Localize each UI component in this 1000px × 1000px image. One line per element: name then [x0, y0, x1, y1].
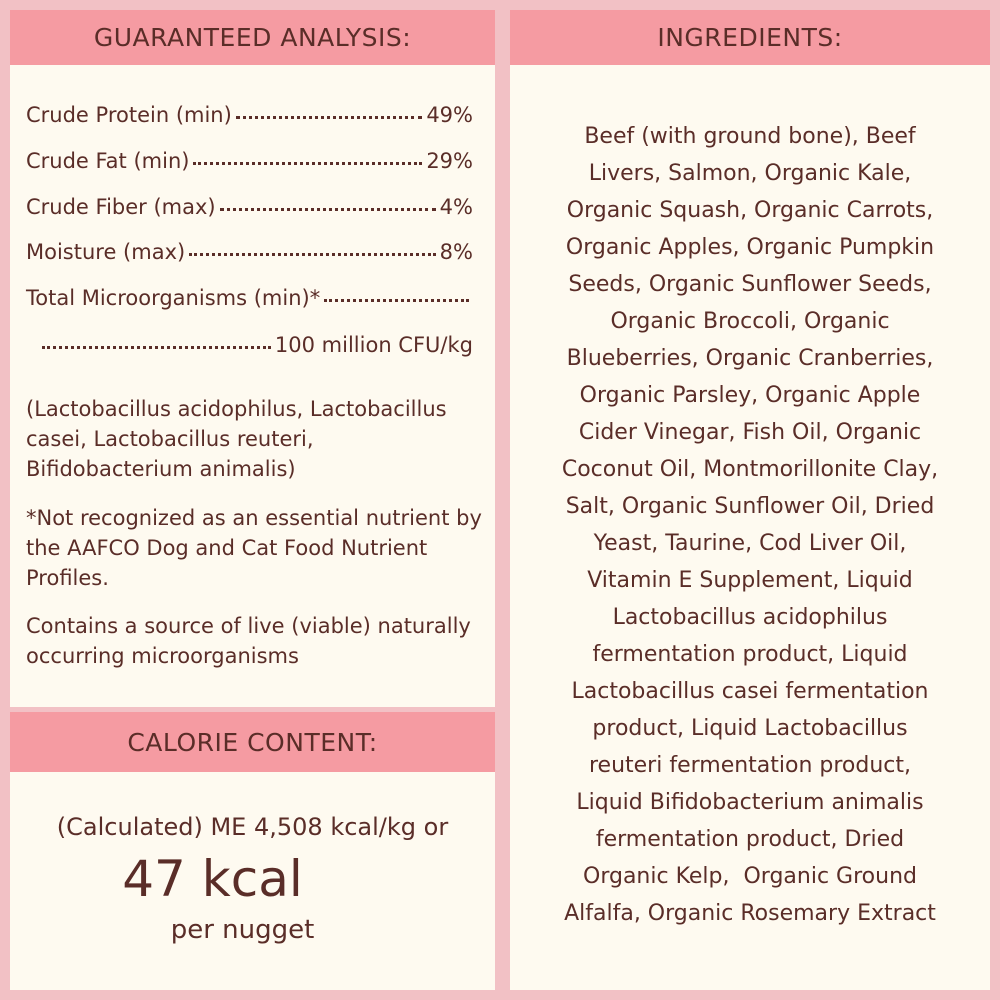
analysis-row: Crude Fiber (max) 4%	[26, 195, 473, 219]
ingredient-line: Organic Apples, Organic Pumpkin	[565, 235, 935, 260]
ingredient-line: Liquid Bifidobacterium animalis	[576, 790, 924, 815]
ingredient-line: Vitamin E Supplement, Liquid	[587, 568, 913, 593]
ingredient-line: product, Liquid Lactobacillus	[592, 716, 908, 741]
guaranteed-analysis-header: GUARANTEED ANALYSIS:	[10, 10, 495, 65]
ingredient-line: Coconut Oil, Montmorillonite Clay,	[561, 457, 939, 482]
ingredient-line: Organic Parsley, Organic Apple	[579, 383, 921, 408]
ingredient-line: Livers, Salmon, Organic Kale,	[588, 161, 912, 186]
dot-leader	[324, 299, 469, 302]
per-nugget-label: per nugget	[170, 915, 315, 945]
ingredient-line: Beef (with ground bone), Beef	[584, 124, 916, 149]
ingredient-line: fermentation product, Liquid	[592, 642, 908, 667]
analysis-row: Moisture (max) 8%	[26, 240, 473, 264]
guaranteed-analysis-panel: GUARANTEED ANALYSIS: Crude Protein (min)…	[10, 10, 495, 990]
calorie-per-nugget: 47 kcal	[122, 850, 303, 908]
calorie-content-header: CALORIE CONTENT:	[10, 712, 495, 772]
dot-leader	[193, 162, 423, 165]
ingredient-line: Salt, Organic Sunflower Oil, Dried	[565, 494, 935, 519]
ingredients-panel: INGREDIENTS: Beef (with ground bone), Be…	[510, 10, 990, 990]
ingredients-list: Beef (with ground bone), Beef Livers, Sal…	[510, 118, 990, 932]
ingredient-line: Yeast, Taurine, Cod Liver Oil,	[593, 531, 907, 556]
row-label: Moisture (max)	[26, 240, 186, 264]
row-value: 29%	[426, 149, 473, 173]
dot-leader	[235, 116, 423, 119]
ingredient-line: Cider Vinegar, Fish Oil, Organic	[578, 420, 922, 445]
analysis-row: Crude Fat (min) 29%	[26, 149, 473, 173]
row-value: 8%	[439, 240, 473, 264]
row-label: Crude Fiber (max)	[26, 195, 216, 219]
ingredient-line: Seeds, Organic Sunflower Seeds,	[568, 272, 932, 297]
ingredient-line: Organic Kelp, Organic Ground	[583, 864, 917, 889]
ingredient-line: Alfalfa, Organic Rosemary Extract	[564, 901, 936, 926]
calorie-line: (Calculated) ME 4,508 kcal/kg or	[56, 813, 449, 841]
row-label: Crude Protein (min)	[26, 103, 232, 127]
ingredient-line: Organic Broccoli, Organic	[610, 309, 890, 334]
row-value: 49%	[426, 103, 473, 127]
ingredient-line: reuteri fermentation product,	[588, 753, 912, 778]
ingredient-line: Organic Squash, Organic Carrots,	[566, 198, 934, 223]
row-label: Total Microorganisms (min)*	[26, 286, 321, 310]
analysis-row: 100 million CFU/kg	[38, 333, 473, 357]
ingredients-header: INGREDIENTS:	[510, 10, 990, 65]
strains-text: (Lactobacillus acidophilus, Lactobacillu…	[26, 397, 447, 481]
row-value: 100 million CFU/kg	[274, 333, 473, 357]
analysis-row: Crude Protein (min) 49%	[26, 103, 473, 127]
analysis-row: Total Microorganisms (min)*	[26, 286, 473, 310]
ingredient-line: Blueberries, Organic Cranberries,	[566, 346, 934, 371]
dot-leader	[42, 346, 271, 349]
dot-leader	[189, 253, 436, 256]
footnote-text: *Not recognized as an essential nutrient…	[26, 506, 482, 590]
live-note-text: Contains a source of live (viable) natur…	[26, 614, 471, 668]
ingredient-line: Lactobacillus acidophilus	[612, 605, 888, 630]
row-value: 4%	[439, 195, 473, 219]
dot-leader	[219, 208, 436, 211]
ingredient-line: Lactobacillus casei fermentation	[571, 679, 929, 704]
ingredient-line: fermentation product, Dried	[595, 827, 905, 852]
row-label: Crude Fat (min)	[26, 149, 190, 173]
